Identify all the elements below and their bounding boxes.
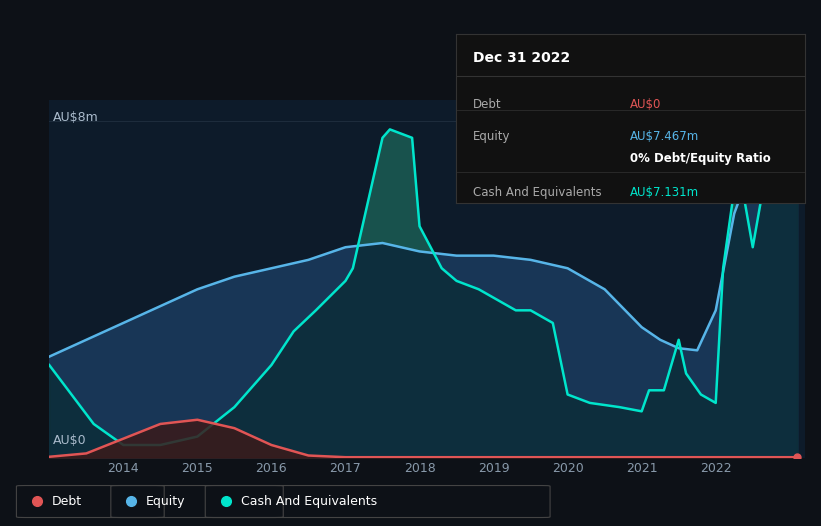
Text: Cash And Equivalents: Cash And Equivalents bbox=[473, 186, 602, 199]
Text: AU$7.131m: AU$7.131m bbox=[631, 186, 699, 199]
Text: Equity: Equity bbox=[473, 130, 511, 143]
Text: Equity: Equity bbox=[146, 494, 186, 508]
Text: AU$0: AU$0 bbox=[631, 98, 662, 111]
Text: AU$0: AU$0 bbox=[53, 434, 87, 447]
Text: Debt: Debt bbox=[473, 98, 502, 111]
Text: AU$8m: AU$8m bbox=[53, 110, 99, 124]
Text: Cash And Equivalents: Cash And Equivalents bbox=[241, 494, 377, 508]
Text: 0% Debt/Equity Ratio: 0% Debt/Equity Ratio bbox=[631, 152, 771, 165]
Text: AU$7.467m: AU$7.467m bbox=[631, 130, 699, 143]
Text: Dec 31 2022: Dec 31 2022 bbox=[473, 51, 571, 65]
Text: Debt: Debt bbox=[52, 494, 82, 508]
